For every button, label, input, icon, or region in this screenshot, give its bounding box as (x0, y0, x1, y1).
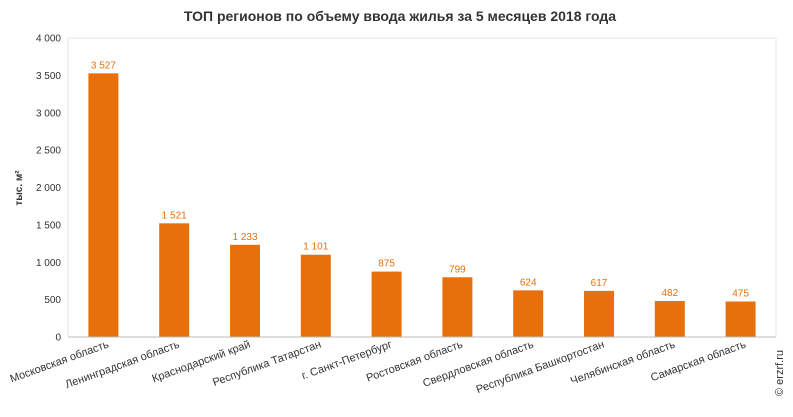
bar-value-label: 1 233 (232, 232, 257, 243)
bar (725, 301, 756, 337)
bar (654, 300, 685, 337)
bar-value-label: 799 (449, 264, 466, 275)
data-labels-group: 3 527 1 521 1 233 1 101 875 799 624 617 482 475 (91, 60, 749, 299)
bar (513, 290, 544, 337)
bars-group (88, 73, 756, 337)
bar (300, 254, 331, 337)
bar-value-label: 482 (661, 288, 678, 299)
bar (88, 73, 119, 337)
y-tick-label: 1 500 (36, 220, 61, 231)
bar-value-label: 1 101 (303, 242, 328, 253)
category-label: Ленинградская область (64, 338, 182, 391)
bar-value-label: 1 521 (162, 210, 187, 221)
bar (371, 271, 402, 337)
y-tick-label: 2 000 (36, 183, 61, 194)
bar-value-label: 617 (591, 278, 608, 289)
y-tick-label: 3 000 (36, 108, 61, 119)
y-tick-label: 500 (44, 295, 61, 306)
y-axis: 0 500 1 000 1 500 2 000 2 500 3 000 3 500 4 000 (36, 34, 61, 344)
chart-title: ТОП регионов по объему ввода жилья за 5 … (184, 8, 616, 24)
bar (584, 290, 614, 337)
bar-value-label: 624 (520, 277, 537, 288)
bar-value-label: 3 527 (91, 60, 116, 71)
category-label: Республика Башкортостан (475, 339, 606, 397)
y-tick-label: 4 000 (36, 34, 61, 45)
bar (159, 223, 190, 337)
bar (230, 244, 260, 337)
bar (442, 277, 473, 337)
y-tick-label: 3 500 (36, 71, 61, 82)
y-tick-label: 1 000 (36, 258, 61, 269)
bar-value-label: 875 (378, 259, 395, 270)
y-tick-label: 2 500 (36, 146, 61, 157)
credit-text: © erzrf.ru (774, 350, 786, 396)
bar-value-label: 475 (732, 288, 749, 299)
y-axis-label: тыс. м² (14, 170, 25, 206)
y-tick-label: 0 (55, 333, 61, 344)
